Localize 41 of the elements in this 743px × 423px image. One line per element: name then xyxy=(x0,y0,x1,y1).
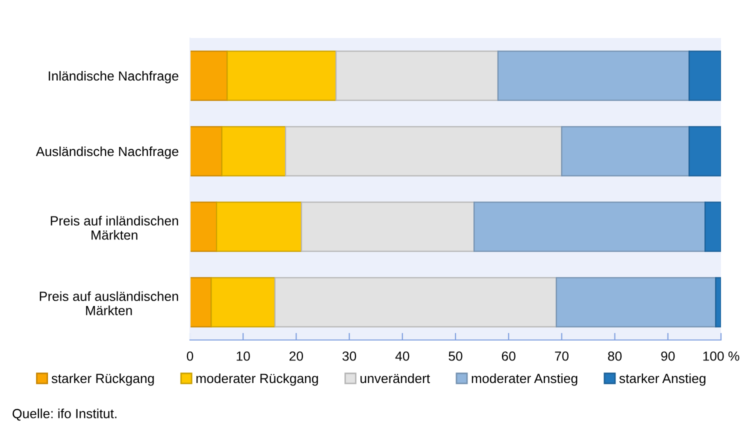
x-tick-label: 70 xyxy=(555,351,569,361)
x-tick-label: 40 xyxy=(395,351,410,361)
bar xyxy=(704,202,721,252)
x-tick-label: 60 xyxy=(502,351,516,361)
y-tick-label: Preis auf inländischen Märkten xyxy=(50,216,178,240)
legend-label: moderater Anstieg xyxy=(472,373,578,386)
x-tick-label: 50 xyxy=(448,351,462,361)
bar xyxy=(715,277,721,328)
x-tick-label: 80 xyxy=(608,351,622,361)
x-tick-label: 10 xyxy=(236,351,250,361)
bar xyxy=(688,126,721,176)
x-tick-label: 30 xyxy=(342,351,356,361)
source-note: Quelle: ifo Institut. xyxy=(12,408,116,421)
x-tick-label: 100 % xyxy=(703,351,740,361)
bar xyxy=(300,202,475,252)
bar xyxy=(497,50,690,101)
bar xyxy=(190,277,212,328)
y-tick-label: Ausländische Nachfrage xyxy=(36,146,178,159)
bar xyxy=(561,126,690,176)
bar xyxy=(335,50,499,101)
bar xyxy=(221,126,286,176)
bar xyxy=(190,50,228,101)
bar xyxy=(210,277,276,328)
legend-label: starker Rückgang xyxy=(52,373,154,386)
legend-label: starker Anstieg xyxy=(619,373,706,386)
bar xyxy=(190,202,218,252)
bar xyxy=(474,202,706,252)
bar xyxy=(226,50,337,101)
bar xyxy=(688,50,721,101)
bar xyxy=(556,277,716,328)
y-tick-label: Preis auf ausländischen Märkten xyxy=(40,291,178,316)
y-tick-label: Inländische Nachfrage xyxy=(48,70,178,84)
bar xyxy=(216,202,302,252)
bar xyxy=(274,277,557,328)
legend-label: unverändert xyxy=(360,373,430,384)
x-tick-label: 0 xyxy=(186,351,194,361)
x-tick-label: 90 xyxy=(661,351,675,361)
bar xyxy=(285,126,562,176)
x-tick-label: 20 xyxy=(290,351,304,361)
legend-label: moderater Rückgang xyxy=(196,373,318,386)
bar xyxy=(190,126,222,176)
